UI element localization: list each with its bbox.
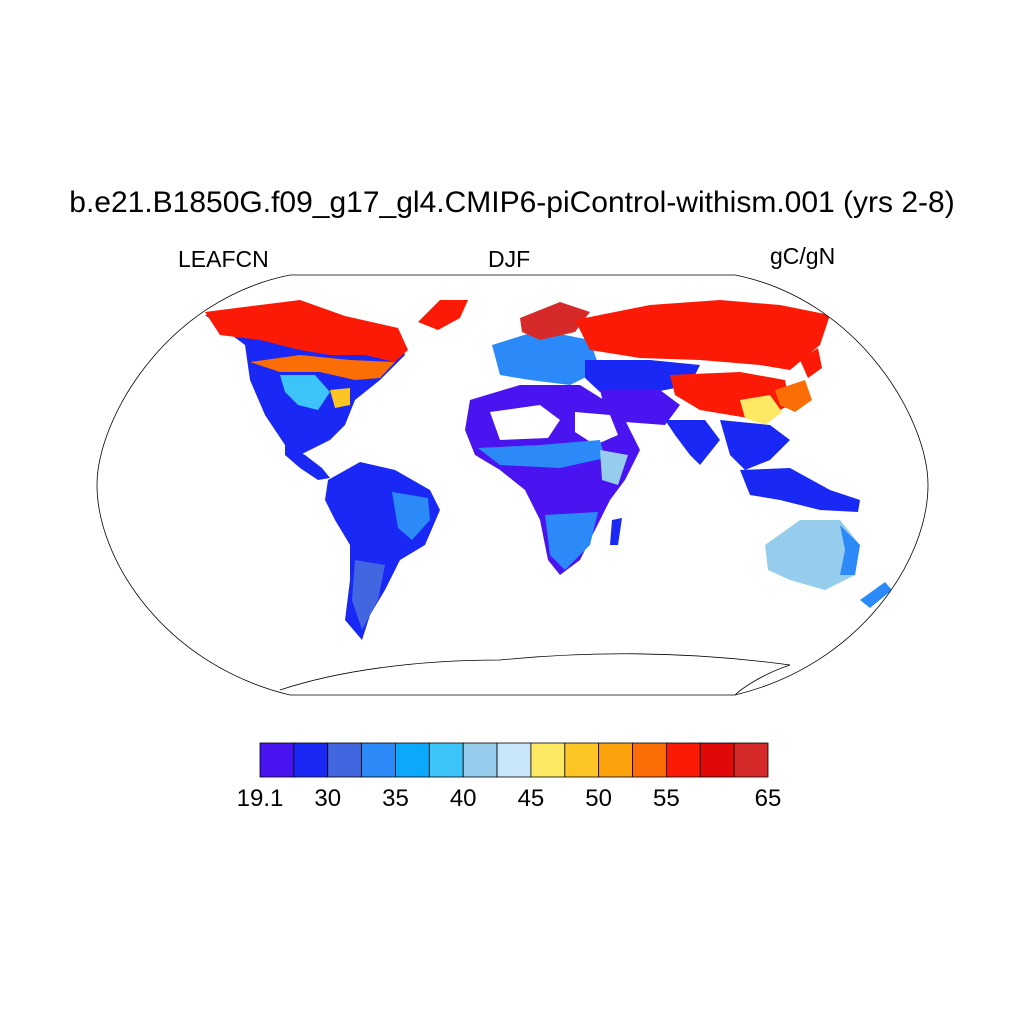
- sahara-gap-1: [490, 405, 560, 440]
- antarctica-coast: [279, 653, 791, 695]
- japan: [800, 348, 822, 378]
- colorbar-box-3: [361, 742, 396, 778]
- india: [665, 420, 720, 465]
- colorbar-tick-label: 35: [382, 785, 409, 812]
- central-america: [285, 445, 330, 480]
- australia-east: [840, 525, 860, 575]
- colorbar-box-13: [699, 742, 735, 778]
- variable-label: LEAFCN: [178, 246, 269, 272]
- colorbar-box-9: [564, 742, 600, 778]
- colorbar-tick-label: 45: [517, 785, 545, 812]
- north-america-plains: [280, 375, 330, 410]
- colorbar-box-11: [632, 742, 667, 778]
- colorbar-box-0: [259, 742, 295, 778]
- colorbar-box-8: [530, 742, 566, 778]
- scandinavia: [520, 302, 590, 340]
- colorbar-box-5: [428, 742, 464, 778]
- africa-horn: [600, 450, 628, 485]
- colorbar-tick-label: 55: [653, 785, 680, 812]
- season-label: DJF: [488, 246, 531, 272]
- indonesia: [740, 468, 860, 512]
- madagascar: [610, 518, 622, 545]
- colorbar-tick-label: 40: [449, 785, 477, 812]
- north-america-midlat: [250, 355, 395, 380]
- south-america-east: [392, 492, 430, 540]
- south-america-land: [325, 462, 440, 640]
- colorbar-box-2: [327, 742, 363, 778]
- colorbar-box-7: [496, 742, 532, 778]
- globe-outline: [96, 274, 929, 696]
- colorbar-box-10: [598, 742, 633, 778]
- plot-title: b.e21.B1850G.f09_g17_gl4.CMIP6-piControl…: [69, 186, 955, 219]
- central-asia: [585, 360, 700, 395]
- north-america-boreal: [205, 300, 408, 362]
- units-label: gC/gN: [770, 243, 836, 269]
- colorbar-tick-label: 50: [585, 785, 613, 812]
- colorbar-tick-label: 65: [754, 785, 782, 812]
- colorbar-box-1: [293, 742, 329, 778]
- australia-land: [765, 520, 860, 590]
- china-yellow: [740, 395, 782, 425]
- southeast-asia: [720, 420, 790, 470]
- colorbar-box-14: [733, 742, 769, 778]
- land-field: [205, 300, 892, 695]
- east-asia: [775, 380, 812, 412]
- sahara-gap-2: [575, 412, 618, 445]
- africa-south: [545, 512, 598, 570]
- north-america-southeast: [330, 388, 350, 408]
- africa-savanna: [478, 440, 605, 468]
- new-zealand: [860, 582, 892, 608]
- middle-east: [600, 390, 680, 425]
- greenland-coast: [418, 300, 468, 330]
- europe-land: [492, 330, 600, 385]
- siberia: [575, 300, 830, 370]
- colorbar-box-6: [462, 742, 498, 778]
- colorbar: [259, 742, 769, 778]
- colorbar-box-12: [666, 742, 701, 778]
- colorbar-tick-label: 30: [314, 785, 342, 812]
- colorbar-box-4: [395, 742, 430, 778]
- south-america-south: [352, 560, 385, 630]
- colorbar-tick-label: 19.1: [236, 785, 284, 812]
